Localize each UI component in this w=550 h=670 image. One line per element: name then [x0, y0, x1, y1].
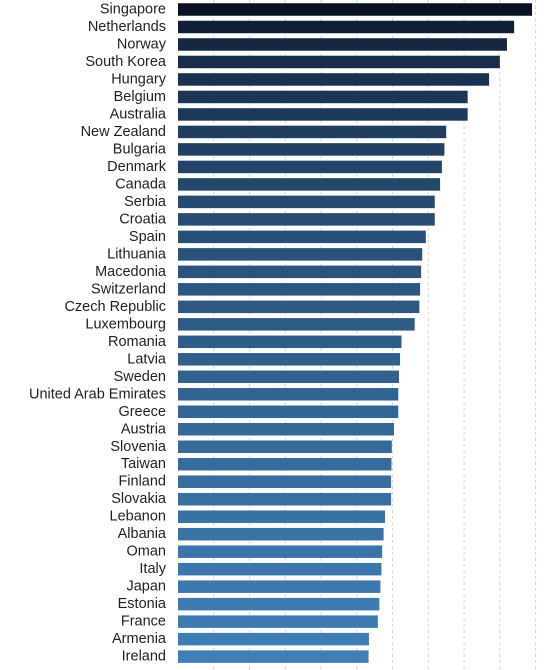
category-label: Czech Republic: [64, 299, 166, 315]
category-label: Netherlands: [88, 19, 166, 35]
bar: [178, 423, 394, 436]
bar: [178, 300, 420, 314]
bar: [178, 475, 392, 488]
bar: [178, 353, 401, 366]
category-label: Sweden: [114, 369, 166, 385]
category-label: Canada: [115, 176, 167, 192]
category-label: Croatia: [119, 211, 167, 227]
category-label: United Arab Emirates: [29, 386, 166, 402]
category-label: Austria: [121, 421, 167, 437]
category-label: Lebanon: [110, 509, 166, 525]
bar: [178, 265, 422, 279]
bar: [178, 55, 500, 69]
bar: [178, 457, 392, 471]
gridlines: [213, 0, 537, 670]
bar: [178, 283, 421, 296]
category-label: Japan: [126, 579, 166, 595]
bar: [178, 335, 402, 349]
category-label: Denmark: [107, 159, 167, 175]
bar: [178, 440, 392, 453]
category-label: Serbia: [124, 194, 167, 210]
bar: [178, 580, 381, 593]
category-label: Albania: [118, 526, 167, 542]
category-label: Spain: [129, 229, 166, 245]
category-label: Lithuania: [107, 246, 167, 262]
bar: [178, 405, 399, 419]
category-label: Taiwan: [121, 456, 166, 472]
category-label: Romania: [108, 334, 167, 350]
category-label: Singapore: [100, 2, 166, 18]
bar: [178, 178, 441, 191]
category-label: Hungary: [111, 71, 167, 87]
bar: [178, 370, 399, 384]
bar: [178, 545, 383, 558]
category-label: New Zealand: [81, 124, 166, 140]
bars: [178, 3, 532, 663]
category-label: Armenia: [112, 631, 167, 647]
category-label: Ireland: [122, 649, 166, 665]
bar: [178, 615, 378, 628]
bar: [178, 318, 415, 331]
category-label: Australia: [110, 106, 167, 122]
category-label: Norway: [117, 36, 167, 52]
bar: [178, 492, 392, 506]
bar: [178, 20, 515, 34]
bar: [178, 3, 532, 16]
bar: [178, 160, 442, 174]
bar: [178, 108, 468, 121]
bar: [178, 195, 435, 209]
bar: [178, 230, 426, 244]
bar: [178, 562, 382, 576]
category-label: Macedonia: [95, 264, 167, 280]
bar: [178, 143, 445, 156]
category-label: Greece: [118, 404, 166, 420]
category-label: Latvia: [127, 351, 167, 367]
category-label: Belgium: [114, 89, 166, 105]
bar: [178, 73, 490, 86]
bar: [178, 510, 386, 523]
bar: [178, 38, 507, 51]
category-label: France: [121, 614, 166, 630]
bar: [178, 90, 468, 104]
category-label: Slovenia: [110, 439, 167, 455]
bar: [178, 632, 369, 646]
category-label: South Korea: [85, 54, 167, 70]
category-label: Slovakia: [111, 491, 167, 507]
bar: [178, 213, 435, 226]
category-label: Oman: [127, 544, 167, 560]
category-label: Estonia: [118, 596, 167, 612]
bar: [178, 597, 380, 611]
category-label: Luxembourg: [85, 316, 166, 332]
bar: [178, 125, 447, 139]
bar: [178, 527, 384, 541]
category-label: Italy: [139, 561, 166, 577]
category-label: Bulgaria: [113, 141, 167, 157]
bar: [178, 388, 399, 401]
bar: [178, 248, 423, 261]
bar: [178, 650, 369, 663]
category-label: Switzerland: [91, 281, 166, 297]
category-label: Finland: [118, 474, 166, 490]
